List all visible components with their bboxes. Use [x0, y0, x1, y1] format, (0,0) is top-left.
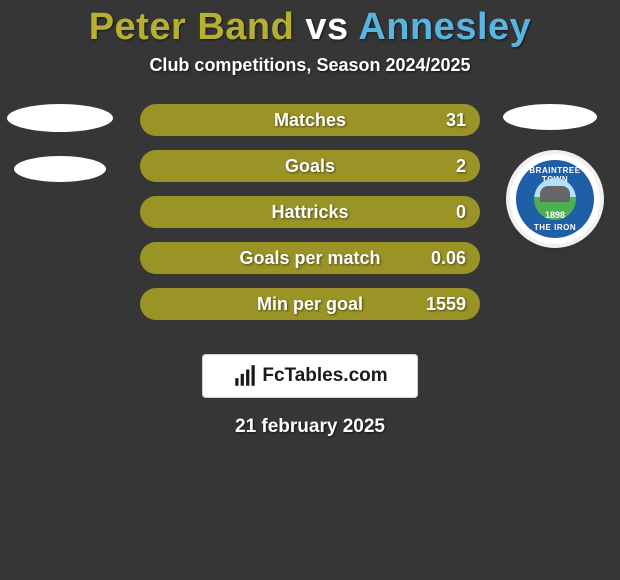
stat-bar-value: 1559 [426, 294, 466, 315]
brand-text: FcTables.com [262, 365, 387, 387]
stat-bar-label: Min per goal [257, 294, 363, 315]
stat-bar: Matches 31 [140, 104, 480, 136]
stat-bar-label: Matches [274, 110, 346, 131]
stat-bar-label: Goals [285, 156, 335, 177]
brand-badge: FcTables.com [202, 354, 418, 398]
footer-date: 21 february 2025 [0, 416, 620, 438]
title-right: Annesley [358, 6, 531, 48]
club-badge-year: 1898 [545, 210, 565, 220]
stat-bar: Goals per match 0.06 [140, 242, 480, 274]
stat-bar-value: 0 [456, 202, 466, 223]
stat-bar: Hattricks 0 [140, 196, 480, 228]
title-vs: vs [294, 6, 358, 48]
bars-icon [232, 363, 258, 389]
stats-stage: Matches 31 Goals 2 Hattricks 0 Goals per match… [0, 104, 620, 334]
left-ellipse [14, 156, 106, 182]
title-left: Peter Band [89, 6, 295, 48]
club-badge: BRAINTREE TOWN1898THE IRON [510, 154, 600, 244]
left-ellipse [7, 104, 113, 132]
page-title: Peter Band vs Annesley [0, 0, 620, 49]
stat-bar-value: 0.06 [431, 248, 466, 269]
subtitle: Club competitions, Season 2024/2025 [0, 55, 620, 76]
stat-bar-value: 2 [456, 156, 466, 177]
stat-bar-label: Hattricks [271, 202, 348, 223]
club-badge-inner: BRAINTREE TOWN1898THE IRON [516, 160, 594, 238]
club-badge-bottom-text: THE IRON [534, 223, 576, 232]
stat-bar: Min per goal 1559 [140, 288, 480, 320]
stat-bar: Goals 2 [140, 150, 480, 182]
right-ellipse [503, 104, 597, 130]
stat-bar-label: Goals per match [239, 248, 380, 269]
stat-bar-value: 31 [446, 110, 466, 131]
